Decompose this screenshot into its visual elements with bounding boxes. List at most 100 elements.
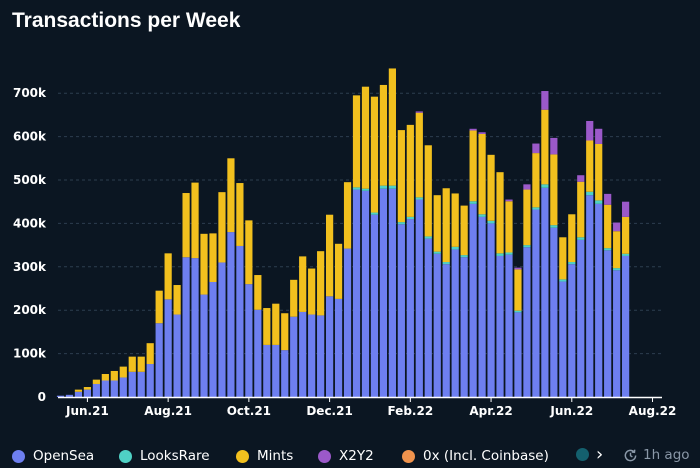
bar-segment-looksrare [541,184,549,188]
bar-segment-looksrare [460,255,468,258]
legend-item[interactable]: LooksRare [119,448,210,464]
bar-segment-mints [110,370,118,381]
bar-segment-mints [137,356,145,372]
legend-item[interactable]: Mints [236,448,293,464]
bar-segment-mints [397,130,405,223]
bar-segment-opensea [110,380,118,397]
bar-segment-looksrare [586,191,594,196]
bar-segment-looksrare [514,310,522,313]
bar-segment-mints [74,389,83,392]
y-tick-label: 100k [13,347,47,361]
legend-item[interactable]: 0x (Incl. Coinbase) [402,448,549,464]
bar-segment-mints [83,387,92,390]
bar-segment-looksrare [613,268,621,271]
bar-segment-opensea [451,249,459,397]
legend-swatch [236,449,249,463]
bar-segment-looksrare [451,246,459,250]
legend-swatch [402,449,415,463]
bar-segment-looksrare [397,222,405,225]
bar-segment-mints [469,130,477,202]
legend-label: 0x (Incl. Coinbase) [423,448,549,464]
bar-segment-x2y2 [550,137,558,155]
bar-segment-looksrare [370,212,379,215]
bar-segment-mints [191,182,199,259]
bar-segment-mints [245,220,253,285]
bar-segment-opensea [263,344,271,397]
legend-swatch [12,449,25,463]
bar-segment-mints [379,84,388,186]
legend-label: LooksRare [140,448,210,464]
legend-swatch [119,449,132,463]
bar-segment-mints [586,140,594,192]
bar-segment-x2y2 [532,143,540,154]
bar-segment-opensea [550,227,558,397]
x-tick-label: Feb.22 [387,404,433,418]
bar-segment-looksrare [496,253,504,256]
bar-segment-x2y2 [478,132,486,134]
bar-segment-looksrare [595,200,603,204]
bar-segment-opensea [496,255,504,397]
bar-segment-opensea [182,257,190,397]
bar-segment-opensea [379,188,388,397]
bar-segment-mints [236,183,244,246]
bar-segment-mints [550,154,558,226]
bar-segment-looksrare [559,279,567,282]
bar-segment-mints [308,268,316,315]
bar-segment-mints [433,195,441,252]
bar-segment-mints [487,154,495,221]
bar-segment-mints [514,269,522,311]
legend-item[interactable]: X2Y2 [318,448,374,464]
bar-segment-mints [568,214,576,263]
bar-segment-mints [388,68,396,186]
bar-segment-opensea [254,309,262,397]
bar-segment-mints [299,256,307,312]
bar-segment-looksrare [550,225,558,228]
timestamp-text: 1h ago [643,447,690,463]
bar-segment-opensea [577,239,585,397]
bar-segment-looksrare [505,252,513,255]
bar-segment-opensea [218,262,226,397]
legend-item-partial[interactable] [576,448,597,461]
bar-segment-opensea [586,195,594,397]
bar-segment-mints [101,373,109,381]
bar-segment-x2y2 [577,175,585,182]
y-tick-label: 300k [13,260,47,274]
bar-segment-mints [541,109,549,185]
bar-segment-opensea [326,296,334,397]
x-tick-label: Oct.21 [227,404,271,418]
bar-segment-looksrare [415,197,423,200]
legend-label: Mints [257,448,294,464]
x-tick-label: Aug.21 [144,404,192,418]
bar-segment-mints [343,182,352,249]
y-tick-label: 500k [13,173,47,187]
bar-segment-mints [622,216,630,254]
bar-segment-mints [173,285,181,315]
bar-segment-mints [604,204,612,249]
bar-segment-mints [281,313,289,351]
bar-segment-opensea [155,323,163,397]
bar-segment-opensea [65,394,74,397]
chevron-right-icon[interactable]: › [596,444,604,465]
bar-segment-opensea [128,371,136,397]
bar-segment-looksrare [469,201,477,204]
bar-segment-mints [182,193,190,258]
bar-segment-x2y2 [541,91,549,110]
bar-segment-mints [92,379,100,384]
bar-segment-opensea [370,214,379,397]
bar-segment-mints [577,181,585,238]
legend-swatch [318,449,331,463]
legend-item[interactable]: OpenSea [12,448,94,464]
bar-segment-opensea [334,298,343,397]
bar-segment-opensea [559,281,567,397]
bar-segment-opensea [191,258,199,397]
last-updated: 1h ago [623,447,690,463]
bar-segment-looksrare [577,237,585,240]
bar-segment-mints [595,143,603,201]
bar-segment-looksrare [379,185,388,189]
bar-segment-opensea [83,389,92,397]
bar-segment-opensea [56,395,65,397]
bar-segment-opensea [272,344,280,397]
bar-segment-looksrare [406,216,414,220]
bar-segment-x2y2 [505,199,513,202]
bar-segment-mints [317,251,325,316]
